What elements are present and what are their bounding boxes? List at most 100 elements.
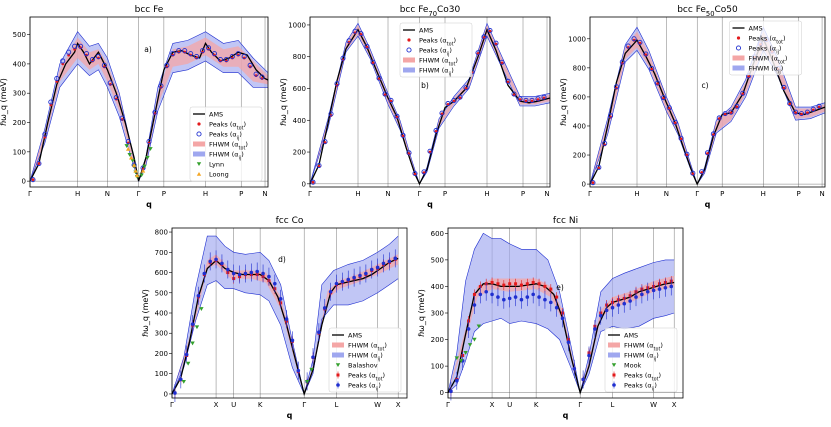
chart-d: fcc Co Γ X U K Γ L W X 0 100 200 300 400 500 600 700 800 q… bbox=[141, 216, 408, 420]
peak-tot-point bbox=[31, 178, 35, 182]
peak-ij-point bbox=[346, 38, 352, 44]
legend-swatch bbox=[197, 122, 201, 126]
legend-label: FHWM (αtot) bbox=[624, 341, 663, 352]
peak-ij-point bbox=[208, 259, 212, 264]
peak-ij-point bbox=[499, 59, 505, 65]
y-tick-label: 400 bbox=[431, 283, 444, 291]
peak-ij-point bbox=[273, 281, 277, 286]
x-axis-label: q bbox=[705, 200, 711, 209]
peak-ij-point bbox=[190, 322, 195, 326]
peak-ij-point bbox=[387, 259, 392, 264]
peak-tot-point bbox=[817, 105, 821, 109]
x-tick-label: N bbox=[544, 190, 549, 198]
peak-ij-point bbox=[493, 40, 499, 46]
y-tick-label: 200 bbox=[431, 336, 444, 344]
peak-ij-point bbox=[311, 355, 315, 359]
x-tick-label: N bbox=[262, 190, 267, 198]
peak-ij-point bbox=[710, 131, 716, 137]
exp-point-lynn bbox=[139, 173, 144, 178]
peak-ij-point bbox=[237, 272, 242, 277]
peak-ij-point bbox=[475, 50, 481, 56]
y-tick-label: 300 bbox=[431, 310, 444, 318]
y-tick-label: 500 bbox=[155, 289, 168, 297]
plot-frame bbox=[309, 16, 551, 188]
peak-tot-point bbox=[311, 180, 315, 184]
x-tick-label: K bbox=[534, 401, 539, 409]
y-tick-label: 200 bbox=[293, 149, 306, 157]
x-tick-label: Γ bbox=[28, 190, 32, 198]
exp-point-lynn bbox=[142, 164, 147, 169]
x-tick-label: P bbox=[162, 190, 166, 198]
legend-label: AMS bbox=[419, 26, 433, 34]
peak-ij-point bbox=[649, 66, 655, 72]
peak-ij-point bbox=[223, 56, 229, 63]
peak-tot-point bbox=[422, 171, 426, 175]
chart-c: bcc Fe50Co50 Γ H N Γ P H P N 0 200 400 600 800 1000 q ℏω… bbox=[559, 5, 826, 209]
peak-tot-point bbox=[496, 282, 500, 286]
peak-ij-point bbox=[340, 55, 346, 61]
peak-ij-point bbox=[334, 81, 340, 87]
peak-ij-point bbox=[433, 128, 439, 134]
peak-ij-point bbox=[716, 115, 722, 121]
peak-ij-point bbox=[60, 58, 66, 64]
peak-ij-point bbox=[36, 161, 42, 167]
x-tick-label: H bbox=[203, 190, 208, 198]
peak-ij-point bbox=[214, 257, 218, 262]
y-tick-label: 0 bbox=[22, 178, 26, 186]
peak-ij-point bbox=[640, 292, 644, 297]
legend-label: Peaks (αtot) bbox=[348, 371, 385, 382]
peak-ij-point bbox=[704, 150, 711, 156]
peak-ij-point bbox=[554, 305, 559, 310]
peak-tot-point bbox=[365, 45, 369, 49]
legend-label: Lynn bbox=[209, 160, 224, 168]
peak-tot-point bbox=[472, 292, 476, 296]
exp-point-lynn bbox=[127, 152, 132, 157]
peak-tot-point bbox=[691, 172, 695, 176]
peak-ij-point bbox=[202, 271, 207, 276]
chart-title: bcc Fe50Co50 bbox=[677, 5, 738, 18]
y-tick-label: 0 bbox=[440, 389, 444, 397]
peak-tot-point bbox=[644, 53, 648, 57]
exp-point-balashov bbox=[199, 307, 204, 311]
peak-ij-point bbox=[566, 340, 571, 345]
legend-box bbox=[189, 106, 263, 182]
peak-ij-point bbox=[513, 295, 518, 299]
legend-swatch bbox=[196, 162, 202, 166]
peak-ij-point bbox=[427, 148, 433, 154]
exp-point-loong bbox=[133, 168, 138, 173]
panel-label: e) bbox=[556, 283, 564, 292]
peak-ij-point bbox=[666, 105, 672, 111]
ams-line bbox=[589, 37, 826, 186]
legend-swatch bbox=[403, 57, 415, 63]
y-tick-label: 200 bbox=[13, 119, 26, 127]
y-tick-label: 300 bbox=[155, 330, 168, 338]
peak-ij-point bbox=[472, 303, 477, 307]
peak-ij-point bbox=[334, 281, 339, 286]
peak-ij-point bbox=[119, 115, 125, 121]
legend-swatch bbox=[332, 352, 344, 358]
panel-label: c) bbox=[701, 81, 708, 90]
x-tick-label: Γ bbox=[170, 401, 174, 409]
peak-tot-point bbox=[323, 141, 327, 144]
peak-tot-point bbox=[383, 93, 387, 97]
peak-ij-point bbox=[598, 313, 603, 318]
legend: AMS Peaks (αtot)Peaks (αij)FHWM (αtot)FHW… bbox=[189, 106, 263, 182]
legend-swatch bbox=[406, 47, 412, 53]
peak-tot-point bbox=[537, 282, 541, 286]
legend-label: AMS bbox=[749, 24, 763, 32]
legend-box bbox=[604, 327, 678, 393]
legend-swatch bbox=[332, 342, 344, 348]
peak-ij-point bbox=[95, 54, 101, 60]
peak-ij-point bbox=[439, 110, 445, 116]
peak-ij-point bbox=[535, 96, 541, 102]
peak-ij-point bbox=[243, 271, 248, 276]
legend: AMS Peaks (αtot)Peaks (αij)FHWM (αtot)FHW… bbox=[399, 22, 473, 77]
legend-label: Mook bbox=[624, 361, 642, 369]
peak-ij-point bbox=[393, 256, 398, 261]
peak-tot-point bbox=[389, 99, 393, 103]
peak-ij-point bbox=[170, 51, 176, 57]
peak-ij-point bbox=[253, 71, 259, 77]
x-tick-label: W bbox=[374, 401, 381, 409]
peak-ij-point bbox=[619, 59, 625, 65]
band-ij bbox=[590, 27, 825, 185]
